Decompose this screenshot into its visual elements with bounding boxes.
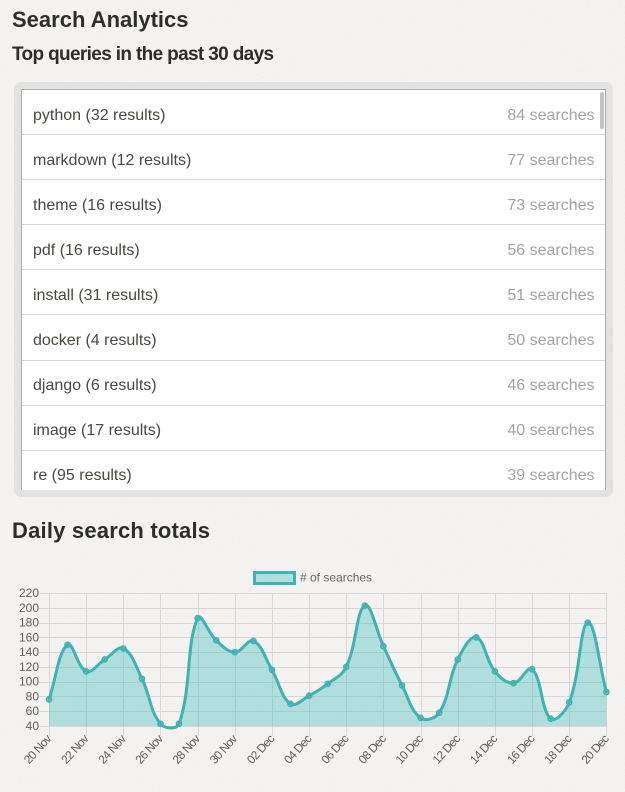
svg-text:20 Dec: 20 Dec bbox=[578, 732, 612, 767]
svg-text:08 Dec: 08 Dec bbox=[355, 732, 389, 767]
svg-text:120: 120 bbox=[19, 660, 39, 674]
svg-text:30 Nov: 30 Nov bbox=[207, 732, 241, 767]
svg-text:140: 140 bbox=[19, 645, 39, 659]
svg-text:16 Dec: 16 Dec bbox=[504, 732, 538, 767]
svg-text:200: 200 bbox=[19, 601, 39, 615]
svg-text:10 Dec: 10 Dec bbox=[393, 732, 427, 767]
svg-text:22 Nov: 22 Nov bbox=[58, 732, 92, 767]
svg-text:180: 180 bbox=[19, 616, 39, 630]
svg-text:20 Nov: 20 Nov bbox=[21, 732, 55, 767]
svg-text:160: 160 bbox=[19, 630, 39, 644]
svg-text:02 Dec: 02 Dec bbox=[244, 732, 278, 767]
svg-text:# of searches: # of searches bbox=[300, 571, 372, 585]
svg-text:18 Dec: 18 Dec bbox=[541, 732, 575, 767]
svg-text:24 Nov: 24 Nov bbox=[95, 732, 129, 767]
svg-text:12 Dec: 12 Dec bbox=[430, 732, 464, 767]
svg-text:26 Nov: 26 Nov bbox=[132, 732, 166, 767]
svg-text:220: 220 bbox=[19, 586, 39, 600]
svg-text:14 Dec: 14 Dec bbox=[467, 732, 501, 767]
svg-text:40: 40 bbox=[26, 719, 40, 733]
svg-text:06 Dec: 06 Dec bbox=[318, 732, 352, 767]
svg-text:28 Nov: 28 Nov bbox=[170, 732, 204, 767]
svg-text:60: 60 bbox=[26, 704, 40, 718]
svg-text:80: 80 bbox=[26, 689, 40, 703]
svg-text:100: 100 bbox=[19, 675, 39, 689]
svg-text:04 Dec: 04 Dec bbox=[281, 732, 315, 767]
